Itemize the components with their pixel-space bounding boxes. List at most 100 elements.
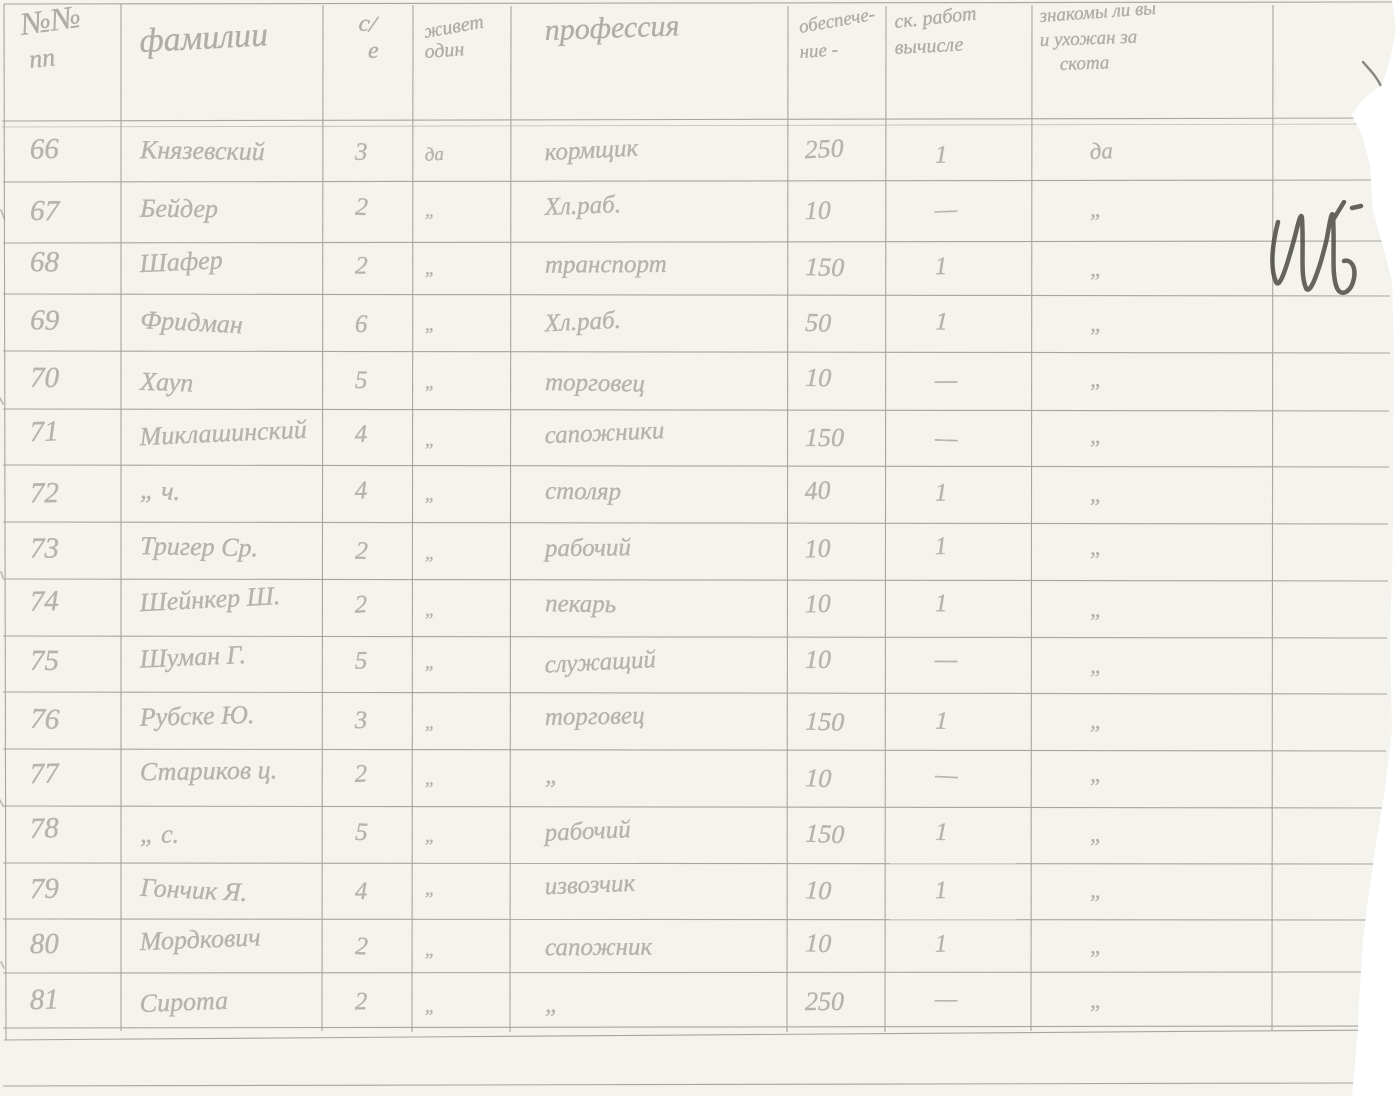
svg-text:„: „ [425, 258, 436, 279]
svg-text:10: 10 [805, 763, 832, 793]
svg-text:и ухожан за: и ухожан за [1039, 27, 1137, 51]
svg-text:рабочий: рабочий [542, 816, 632, 847]
svg-text:ние -: ние - [799, 39, 839, 63]
svg-text:„ ч.: „ ч. [140, 475, 181, 506]
svg-text:1: 1 [934, 533, 948, 561]
svg-text:2: 2 [355, 933, 369, 961]
svg-text:е: е [368, 38, 379, 64]
svg-text:извозчик: извозчик [544, 870, 636, 900]
svg-text:да: да [1089, 138, 1113, 164]
svg-text:1: 1 [934, 877, 947, 904]
svg-text:„: „ [425, 430, 436, 451]
svg-text:3: 3 [354, 139, 368, 166]
svg-text:4: 4 [354, 421, 368, 448]
svg-text:„: „ [425, 826, 436, 847]
svg-text:50: 50 [805, 308, 832, 338]
svg-text:Хл.раб.: Хл.раб. [543, 191, 621, 221]
svg-text:Шафер: Шафер [138, 245, 223, 278]
svg-text:„: „ [1090, 311, 1103, 336]
svg-text:69: 69 [30, 304, 60, 337]
svg-text:„: „ [424, 372, 436, 393]
svg-text:5: 5 [355, 819, 368, 846]
svg-text:66: 66 [30, 133, 60, 166]
svg-text:1: 1 [935, 590, 948, 617]
svg-text:Рубске Ю.: Рубске Ю. [138, 700, 254, 732]
svg-text:служащий: служащий [544, 646, 657, 679]
svg-text:5: 5 [355, 367, 368, 394]
svg-text:„: „ [424, 314, 435, 335]
svg-text:„: „ [1090, 197, 1103, 222]
svg-text:Мордкович: Мордкович [138, 922, 261, 956]
svg-text:2: 2 [355, 194, 369, 222]
svg-text:2: 2 [354, 591, 368, 618]
svg-text:Стариков ц.: Стариков ц. [140, 755, 278, 786]
svg-text:1: 1 [935, 819, 948, 846]
svg-text:„: „ [425, 996, 436, 1017]
svg-text:250: 250 [805, 987, 844, 1016]
svg-text:„: „ [1090, 481, 1104, 507]
svg-text:„: „ [425, 200, 436, 221]
svg-text:Князевский: Князевский [139, 135, 265, 166]
svg-text:„: „ [1090, 256, 1103, 281]
svg-text:1: 1 [935, 479, 948, 506]
svg-text:10: 10 [805, 875, 832, 905]
svg-text:150: 150 [805, 819, 845, 850]
svg-text:„: „ [425, 878, 436, 899]
svg-text:150: 150 [805, 707, 845, 737]
svg-text:фамилии: фамилии [138, 16, 268, 60]
svg-text:профессия: профессия [544, 9, 680, 47]
svg-text:Шуман Г.: Шуман Г. [138, 640, 247, 674]
svg-text:торговец: торговец [545, 702, 645, 731]
svg-text:„: „ [1089, 366, 1103, 392]
svg-text:68: 68 [30, 246, 60, 278]
svg-text:„ с.: „ с. [140, 819, 179, 848]
svg-text:„: „ [1090, 653, 1103, 678]
svg-text:10: 10 [804, 534, 831, 564]
svg-text:„: „ [1090, 423, 1103, 448]
svg-text:„: „ [1089, 933, 1102, 958]
svg-text:Бейдер: Бейдер [139, 194, 218, 224]
svg-text:5: 5 [355, 647, 368, 674]
svg-text:„: „ [425, 543, 436, 564]
svg-text:Сирота: Сирота [139, 986, 228, 1018]
svg-text:76: 76 [30, 703, 61, 736]
svg-text:столяр: столяр [545, 478, 621, 506]
svg-text:„: „ [425, 940, 436, 961]
svg-text:1: 1 [934, 930, 947, 957]
svg-text:1: 1 [935, 708, 948, 735]
svg-text:„: „ [425, 484, 436, 505]
svg-text:78: 78 [29, 812, 59, 845]
svg-text:10: 10 [804, 589, 831, 619]
svg-text:2: 2 [355, 988, 368, 1015]
svg-text:73: 73 [30, 533, 59, 565]
svg-text:6: 6 [355, 311, 368, 338]
svg-text:2: 2 [355, 538, 369, 565]
svg-text:Хл.раб.: Хл.раб. [543, 307, 621, 338]
svg-text:—: — [934, 646, 958, 673]
svg-text:„: „ [1089, 534, 1103, 559]
svg-text:3: 3 [353, 707, 367, 734]
svg-text:10: 10 [805, 363, 832, 393]
svg-text:„: „ [425, 652, 436, 673]
svg-text:Гончик Я.: Гончик Я. [139, 873, 248, 907]
svg-text:79: 79 [30, 873, 60, 906]
svg-text:74: 74 [30, 585, 60, 618]
svg-text:„: „ [545, 991, 559, 1018]
svg-text:72: 72 [30, 477, 59, 509]
svg-text:80: 80 [30, 928, 60, 960]
svg-text:„: „ [1090, 596, 1104, 621]
svg-text:„: „ [545, 762, 560, 790]
svg-text:10: 10 [805, 645, 831, 674]
svg-text:„: „ [1090, 708, 1104, 733]
svg-text:—: — [934, 425, 959, 453]
svg-text:транспорт: транспорт [545, 251, 667, 279]
svg-text:вычисле: вычисле [894, 33, 964, 59]
svg-text:81: 81 [29, 983, 59, 1016]
svg-text:рабочий: рабочий [543, 534, 632, 562]
svg-text:Фридман: Фридман [140, 305, 244, 339]
svg-text:Тригер Ср.: Тригер Ср. [140, 531, 258, 562]
svg-text:2: 2 [354, 760, 368, 788]
svg-text:10: 10 [805, 196, 832, 225]
svg-text:„: „ [1090, 988, 1103, 1013]
svg-text:пекарь: пекарь [545, 590, 616, 618]
